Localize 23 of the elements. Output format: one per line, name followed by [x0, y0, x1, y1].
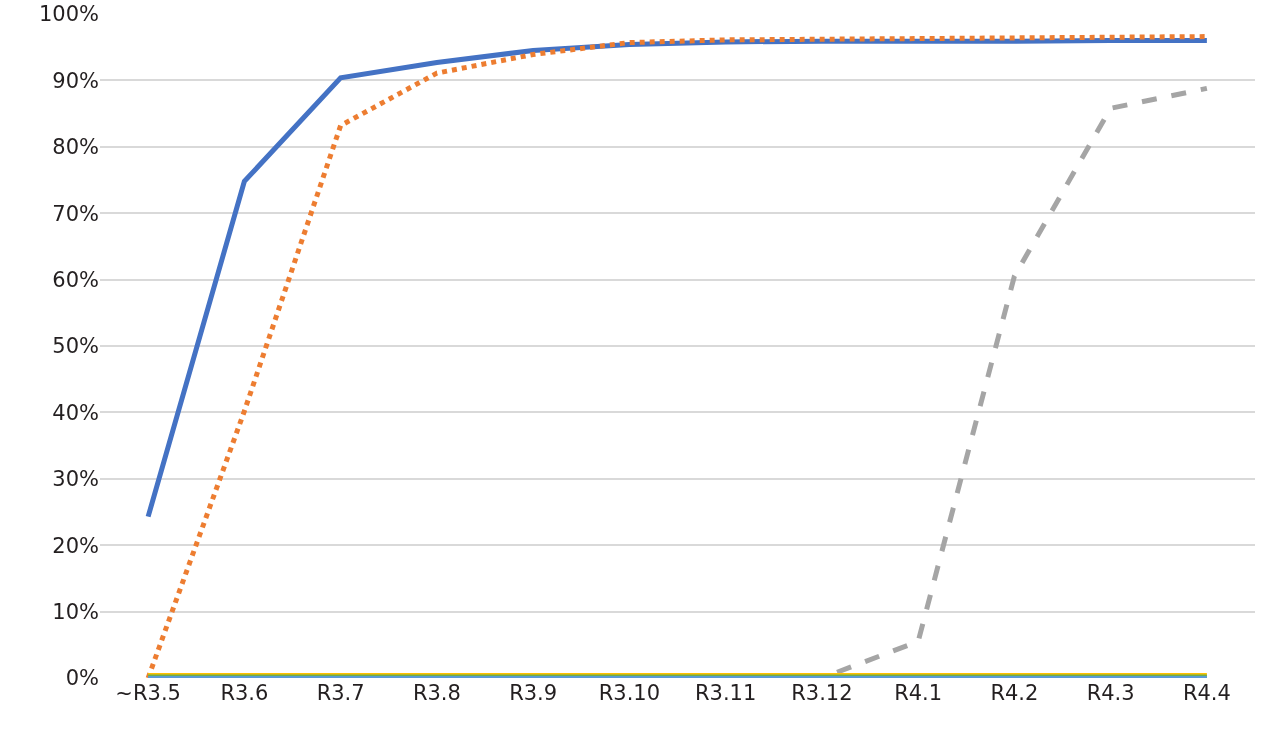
x-tick-label: R3.10: [598, 681, 661, 705]
y-tick-label: 30%: [52, 467, 99, 492]
x-tick-label: R3.9: [509, 681, 558, 705]
x-tick-label: R4.4: [1182, 681, 1231, 705]
y-tick-label: 60%: [52, 267, 99, 292]
y-tick-label: 40%: [52, 400, 99, 425]
x-tick-label: R4.3: [1086, 681, 1135, 705]
y-tick-label: 50%: [52, 334, 99, 359]
x-tick-label: R3.7: [316, 681, 365, 705]
y-tick-label: 20%: [52, 533, 99, 558]
x-tick-label: R3.6: [220, 681, 269, 705]
x-tick-label: ~R3.5: [115, 681, 181, 705]
y-tick-label: 90%: [52, 68, 99, 93]
x-tick-label: R3.12: [791, 681, 853, 705]
y-tick-label: 10%: [52, 599, 99, 624]
y-tick-label: 100%: [38, 2, 99, 27]
x-tick-label: R4.2: [990, 681, 1039, 705]
y-tick-label: 80%: [52, 135, 99, 160]
y-tick-label: 0%: [65, 666, 99, 691]
x-tick-label: R3.11: [694, 681, 757, 705]
x-tick-label: R4.1: [894, 681, 943, 705]
x-tick-label: R3.8: [412, 681, 461, 705]
y-tick-label: 70%: [52, 201, 99, 226]
